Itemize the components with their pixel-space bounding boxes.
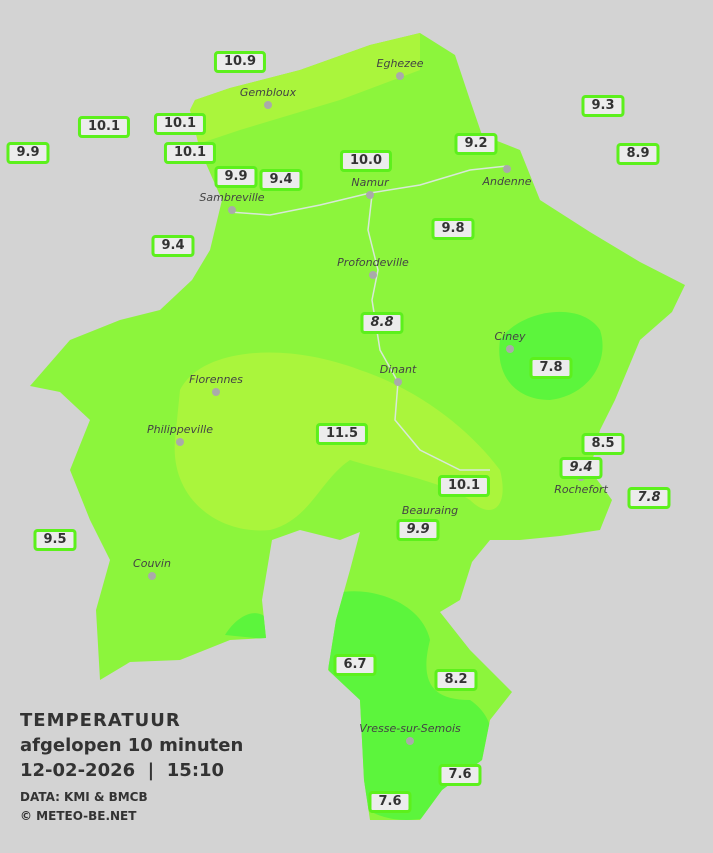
station-temperature[interactable]: 10.1 [163, 142, 217, 164]
town-label: Couvin [133, 557, 171, 570]
town-label: Beauraing [401, 504, 459, 517]
station-temperature[interactable]: 7.6 [368, 791, 412, 813]
town-label: Vresse-sur-Semois [359, 722, 461, 735]
map-title: TEMPERATUUR [20, 710, 181, 731]
station-temperature[interactable]: 9.4 [559, 457, 603, 479]
station-temperature[interactable]: 7.6 [438, 764, 482, 786]
map-datetime: 12-02-2026 | 15:10 [20, 760, 225, 781]
station-temperature[interactable]: 8.2 [434, 669, 478, 691]
station-temperature[interactable]: 9.2 [454, 133, 498, 155]
station-temperature[interactable]: 9.3 [581, 95, 625, 117]
town-dot [264, 101, 272, 109]
station-temperature[interactable]: 6.7 [333, 654, 377, 676]
data-source: DATA: KMI & BMCB [20, 790, 148, 804]
station-temperature[interactable]: 10.0 [339, 150, 393, 172]
town-dot [148, 572, 156, 580]
town-label: Ciney [494, 330, 526, 343]
map-subtitle: afgelopen 10 minuten [20, 735, 244, 756]
town-dot [366, 191, 374, 199]
town-dot [212, 388, 220, 396]
town-dot [228, 206, 236, 214]
station-temperature[interactable]: 10.1 [437, 475, 491, 497]
cool-zone-couvin [225, 613, 275, 640]
town-label: Eghezee [376, 57, 424, 70]
town-label: Namur [351, 176, 389, 189]
station-temperature[interactable]: 9.9 [214, 166, 258, 188]
station-temperature[interactable]: 11.5 [315, 423, 369, 445]
station-temperature[interactable]: 9.9 [6, 142, 50, 164]
station-temperature[interactable]: 8.5 [581, 433, 625, 455]
town-dot [394, 378, 402, 386]
town-dot [406, 737, 414, 745]
station-temperature[interactable]: 7.8 [627, 487, 671, 509]
town-label: Gembloux [239, 86, 297, 99]
station-temperature[interactable]: 9.4 [259, 169, 303, 191]
town-dot [506, 345, 514, 353]
town-label: Dinant [379, 363, 417, 376]
station-temperature[interactable]: 9.4 [151, 235, 195, 257]
town-label: Sambreville [199, 191, 265, 204]
station-temperature[interactable]: 8.9 [616, 143, 660, 165]
station-temperature[interactable]: 10.1 [77, 116, 131, 138]
town-label: Rochefort [554, 483, 608, 496]
station-temperature[interactable]: 7.8 [529, 357, 573, 379]
station-temperature[interactable]: 9.5 [33, 529, 77, 551]
copyright: © METEO-BE.NET [20, 809, 137, 823]
station-temperature[interactable]: 8.8 [360, 312, 404, 334]
town-label: Florennes [189, 373, 243, 386]
town-dot [503, 165, 511, 173]
station-temperature[interactable]: 10.9 [213, 51, 267, 73]
town-label: Andenne [482, 175, 532, 188]
station-temperature[interactable]: 9.8 [431, 218, 475, 240]
station-temperature[interactable]: 9.9 [396, 519, 440, 541]
town-dot [176, 438, 184, 446]
town-dot [396, 72, 404, 80]
town-label: Philippeville [147, 423, 213, 436]
town-dot [369, 271, 377, 279]
cool-zone-ciney [499, 311, 603, 400]
town-label: Profondeville [337, 256, 409, 269]
station-temperature[interactable]: 10.1 [153, 113, 207, 135]
